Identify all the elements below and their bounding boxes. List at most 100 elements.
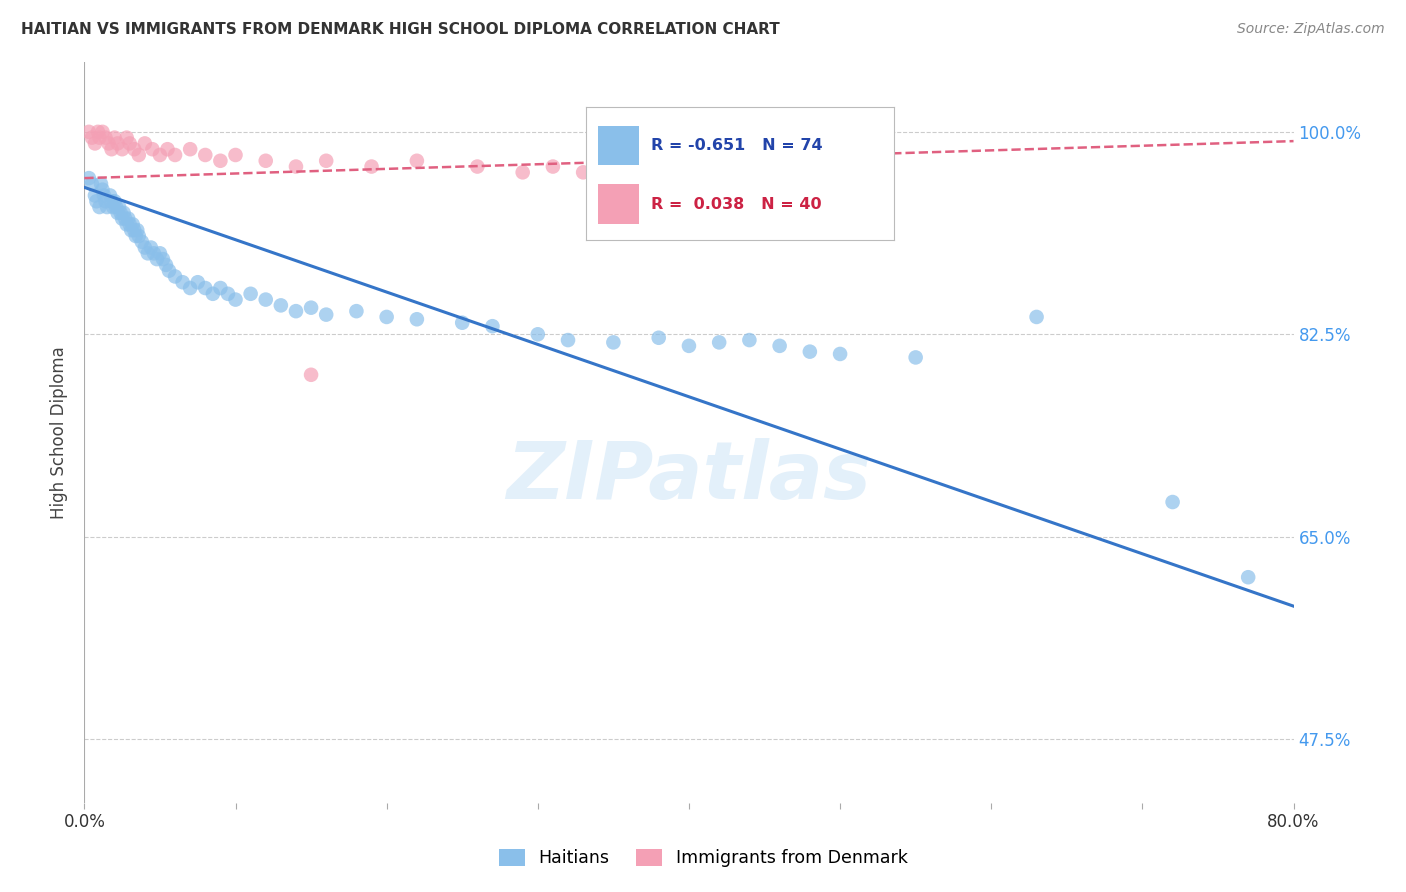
Point [738, 333, 761, 347]
Point [541, 160, 564, 174]
Point [87, 125, 110, 139]
Text: Source: ZipAtlas.com: Source: ZipAtlas.com [1237, 22, 1385, 37]
Point [117, 211, 139, 226]
Point [86, 194, 108, 209]
Point [648, 171, 671, 186]
Point [136, 246, 159, 260]
Point [91, 183, 114, 197]
Point [80, 177, 103, 191]
Point [209, 153, 232, 168]
Point [165, 269, 187, 284]
Point [157, 263, 180, 277]
Point [93, 188, 115, 202]
Point [100, 194, 122, 209]
Point [131, 235, 153, 249]
Point [127, 223, 149, 237]
Point [201, 286, 224, 301]
Point [115, 218, 138, 232]
Point [112, 206, 135, 220]
Point [481, 319, 503, 334]
Point [96, 200, 118, 214]
Point [709, 335, 731, 350]
Point [152, 252, 174, 266]
Point [225, 293, 247, 307]
Point [194, 148, 217, 162]
Point [105, 200, 128, 214]
Point [165, 148, 187, 162]
Y-axis label: High School Diploma: High School Diploma [51, 346, 69, 519]
Point [360, 160, 382, 174]
Point [134, 240, 156, 254]
Point [122, 142, 145, 156]
Point [315, 308, 337, 322]
Point [128, 229, 150, 244]
Point [98, 188, 121, 202]
Point [602, 171, 624, 186]
Point [527, 327, 550, 342]
Point [172, 275, 194, 289]
Text: ZIPatlas: ZIPatlas [506, 438, 872, 516]
Point [107, 206, 129, 220]
Point [149, 148, 172, 162]
Point [406, 312, 429, 326]
Point [648, 331, 671, 345]
Point [285, 160, 308, 174]
Point [225, 148, 247, 162]
Point [118, 136, 141, 151]
Point [111, 211, 134, 226]
Point [769, 339, 792, 353]
Point [91, 125, 114, 139]
Point [602, 335, 624, 350]
Point [84, 136, 107, 151]
Point [299, 301, 322, 315]
Point [254, 293, 277, 307]
Point [315, 153, 337, 168]
Point [120, 223, 142, 237]
Point [121, 218, 143, 232]
Point [299, 368, 322, 382]
Point [100, 142, 122, 156]
Point [557, 333, 579, 347]
Point [108, 200, 131, 214]
Point [90, 177, 112, 191]
Text: HAITIAN VS IMMIGRANTS FROM DENMARK HIGH SCHOOL DIPLOMA CORRELATION CHART: HAITIAN VS IMMIGRANTS FROM DENMARK HIGH … [21, 22, 780, 37]
Point [155, 258, 177, 272]
Point [114, 211, 136, 226]
Point [115, 130, 138, 145]
Point [110, 206, 132, 220]
Point [142, 246, 165, 260]
Point [512, 165, 534, 179]
Point [467, 160, 489, 174]
Point [97, 136, 120, 151]
Point [134, 136, 156, 151]
Point [139, 240, 162, 254]
Point [89, 130, 111, 145]
Point [633, 165, 655, 179]
Point [904, 351, 927, 365]
Point [149, 246, 172, 260]
Point [678, 339, 700, 353]
Point [94, 130, 117, 145]
Point [572, 165, 595, 179]
Point [239, 286, 262, 301]
Point [209, 281, 232, 295]
Point [217, 286, 239, 301]
Point [146, 252, 169, 266]
Point [111, 142, 134, 156]
Point [141, 142, 163, 156]
Point [107, 136, 129, 151]
Point [77, 125, 100, 139]
Point [101, 200, 124, 214]
Point [179, 281, 201, 295]
Point [270, 298, 292, 312]
Point [156, 142, 179, 156]
Point [662, 165, 685, 179]
Point [187, 275, 209, 289]
Point [179, 142, 201, 156]
Point [285, 304, 308, 318]
Legend: Haitians, Immigrants from Denmark: Haitians, Immigrants from Denmark [492, 842, 914, 874]
Point [128, 148, 150, 162]
Point [194, 281, 217, 295]
Point [1237, 570, 1260, 584]
Point [118, 218, 141, 232]
